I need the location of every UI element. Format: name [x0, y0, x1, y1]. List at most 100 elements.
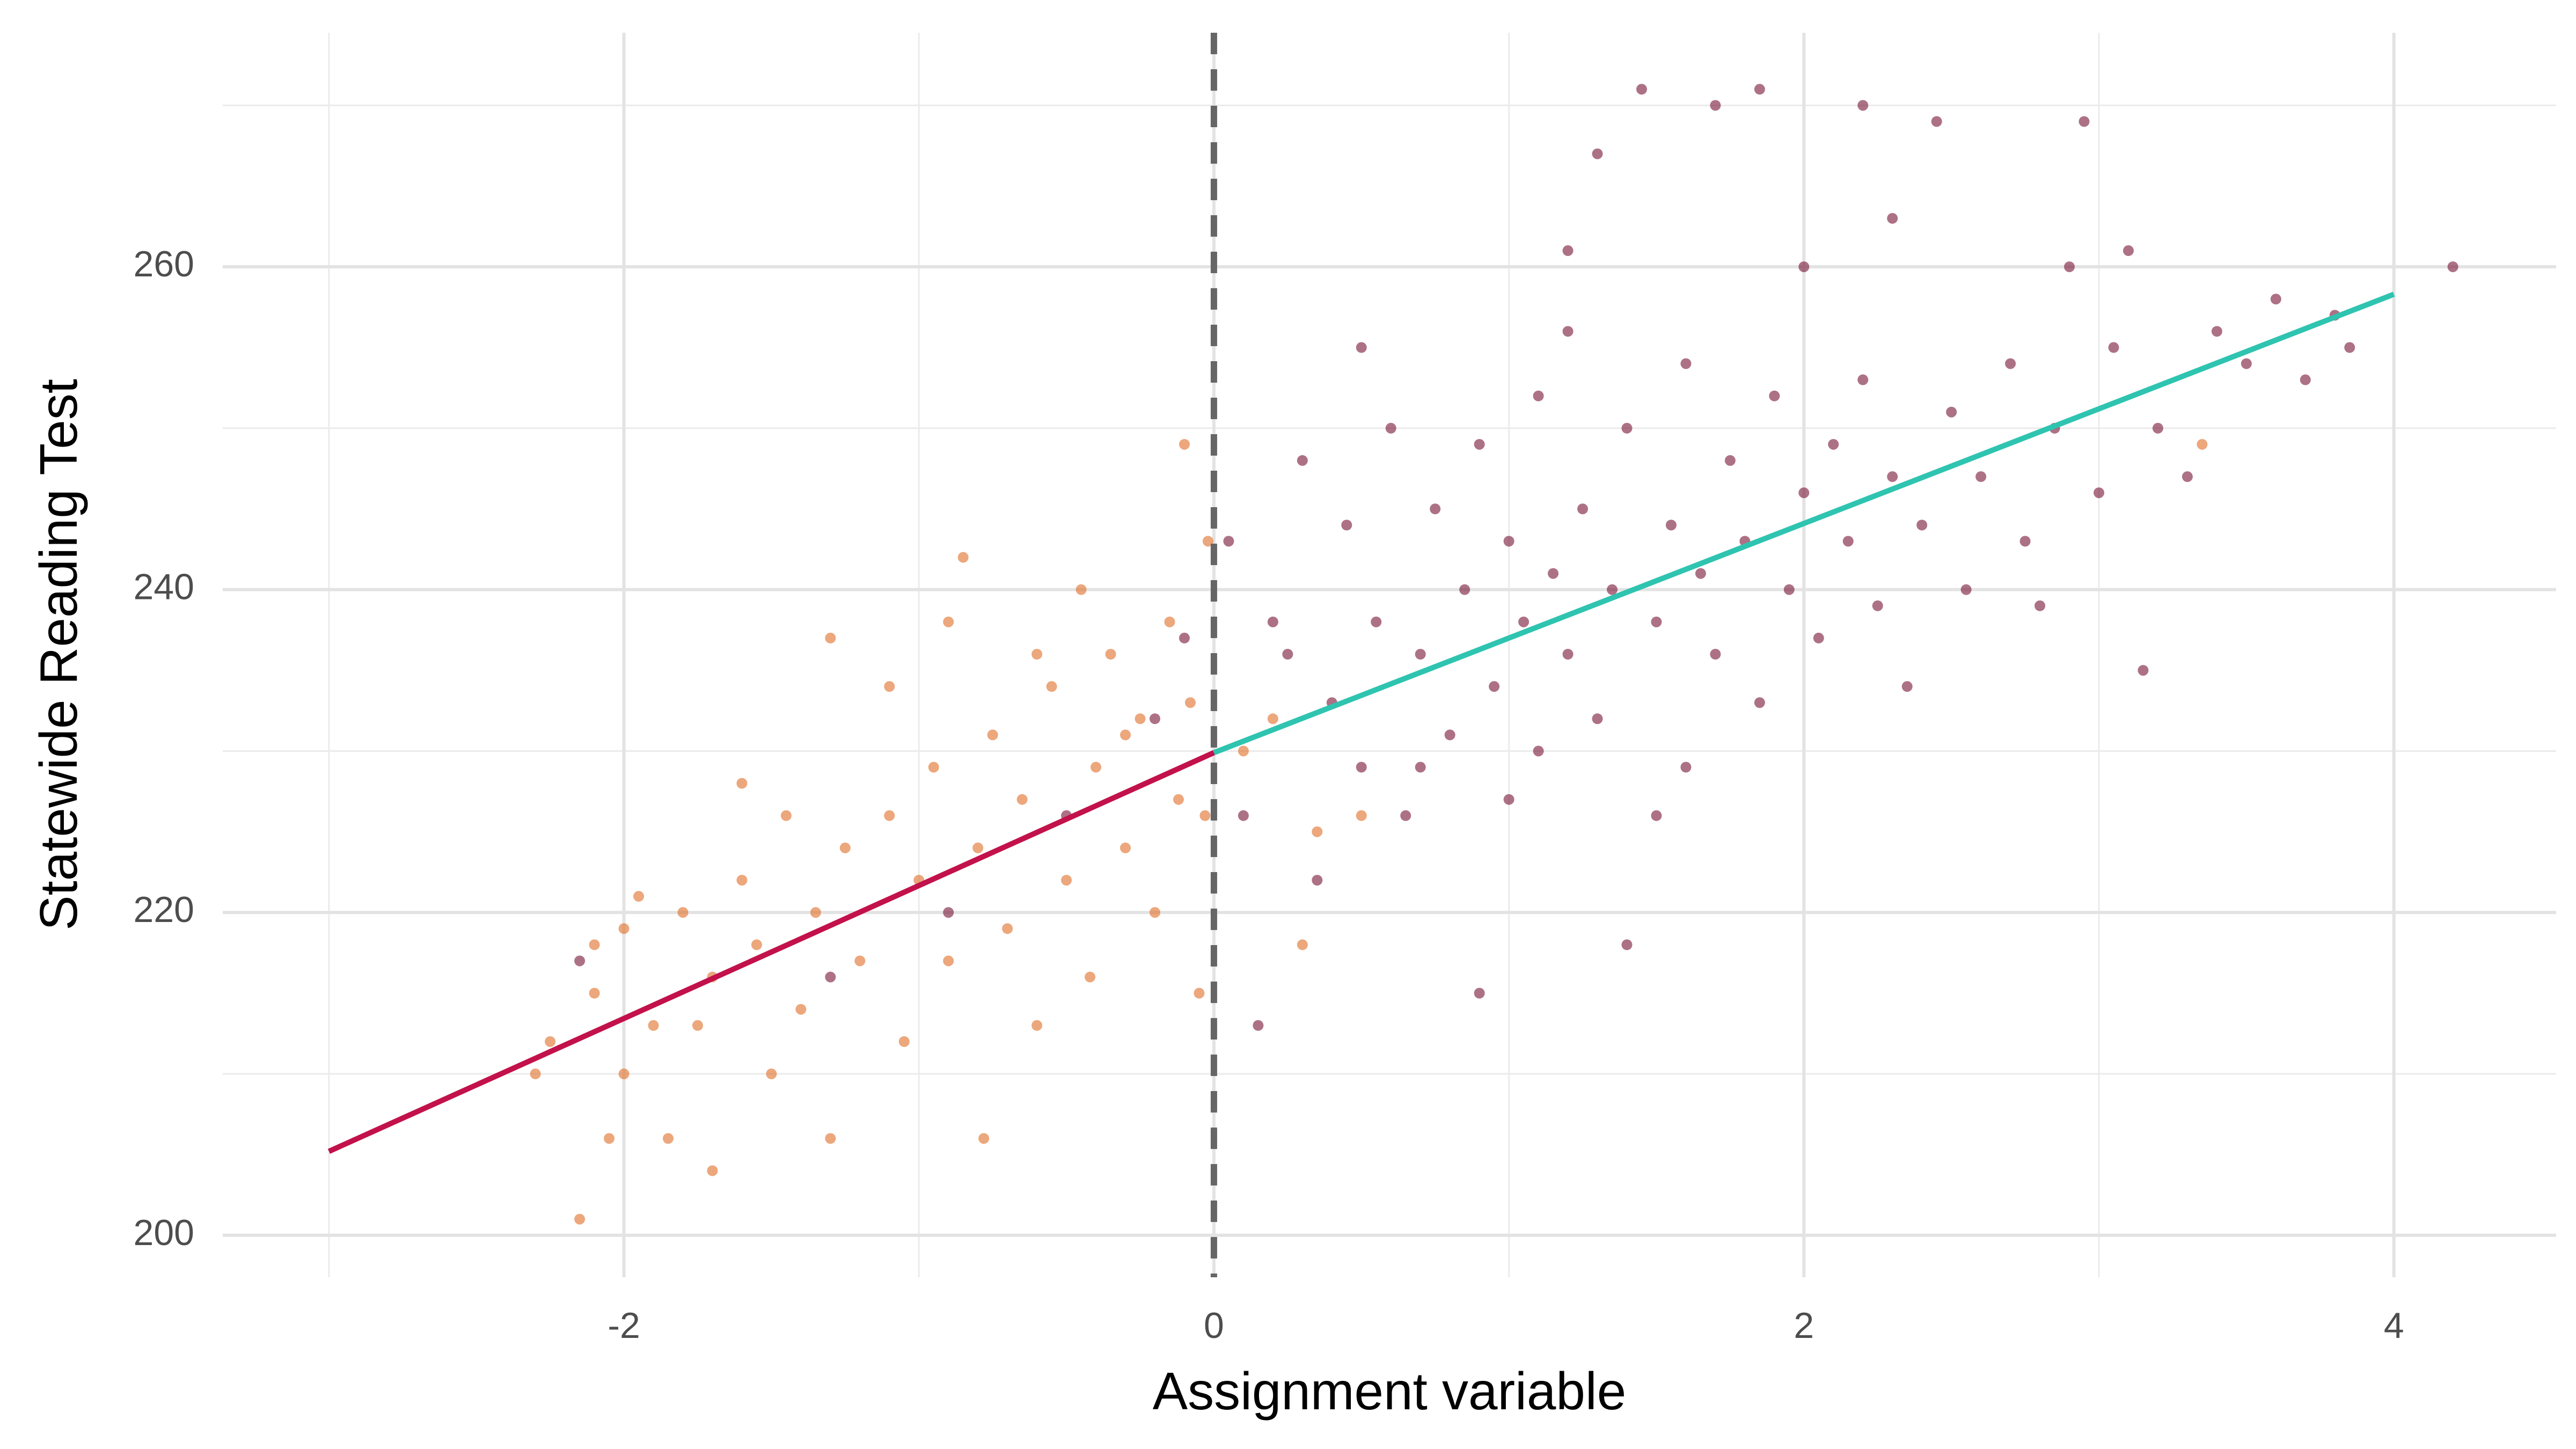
point [1680, 358, 1692, 369]
point [1356, 342, 1367, 353]
point [2035, 600, 2046, 611]
point [1548, 568, 1559, 579]
point [1415, 762, 1426, 773]
point [957, 552, 969, 563]
point [1518, 616, 1529, 627]
point [1533, 745, 1544, 757]
y-axis-title: Statewide Reading Test [29, 379, 88, 931]
point [2093, 487, 2104, 499]
point [1356, 762, 1367, 773]
point [1680, 762, 1692, 773]
point [825, 1133, 836, 1144]
point [1503, 794, 1514, 805]
point [2005, 358, 2016, 369]
point [1120, 729, 1131, 741]
point [2300, 374, 2311, 385]
point [1297, 939, 1308, 950]
point [2241, 358, 2252, 369]
point [1297, 455, 1308, 466]
point [1592, 148, 1603, 159]
point [1887, 213, 1898, 224]
point [1960, 584, 1972, 595]
point [1075, 584, 1087, 595]
point [677, 907, 689, 918]
point [1223, 536, 1234, 547]
point [1184, 697, 1196, 708]
point [1798, 261, 1810, 273]
point [530, 1069, 541, 1080]
point [1135, 713, 1146, 724]
point [663, 1133, 674, 1144]
point [1503, 536, 1514, 547]
point [839, 842, 851, 853]
point [1592, 713, 1603, 724]
point [1173, 794, 1184, 805]
point [2079, 116, 2090, 127]
point [2197, 438, 2208, 450]
point [2182, 471, 2193, 482]
point [707, 1165, 718, 1176]
point [1783, 584, 1795, 595]
point [1415, 648, 1426, 660]
point [1444, 729, 1455, 741]
point [1710, 100, 1721, 111]
point [2138, 665, 2149, 676]
point [1356, 810, 1367, 821]
point [1489, 681, 1500, 692]
point [943, 616, 954, 627]
point [1975, 471, 1987, 482]
point [898, 1036, 910, 1047]
point [1710, 648, 1721, 660]
point [1085, 971, 1096, 983]
point [1636, 84, 1647, 95]
point [1016, 794, 1028, 805]
y-tick-label: 260 [134, 244, 194, 284]
point [1282, 648, 1293, 660]
point [1828, 438, 1839, 450]
point [795, 1004, 807, 1015]
point [1754, 84, 1765, 95]
point [1105, 648, 1116, 660]
point [1562, 326, 1574, 337]
point [1931, 116, 1942, 127]
point [2270, 294, 2281, 305]
point [810, 907, 821, 918]
x-tick-label: 4 [2384, 1305, 2404, 1346]
point [1887, 471, 1898, 482]
point [648, 1020, 659, 1031]
point [618, 1069, 630, 1080]
point [1385, 422, 1396, 434]
point [2064, 261, 2075, 273]
point [2019, 536, 2031, 547]
point [1150, 713, 1161, 724]
point [1194, 987, 1205, 999]
point [1091, 762, 1102, 773]
point [1813, 632, 1824, 643]
fit-line [327, 750, 1215, 1154]
x-tick-label: 2 [1794, 1305, 1814, 1346]
point [1872, 600, 1883, 611]
y-tick-label: 200 [134, 1212, 194, 1253]
point [1769, 390, 1780, 401]
x-tick-label: -2 [608, 1305, 640, 1346]
point [1621, 422, 1633, 434]
point [1002, 923, 1013, 934]
point [766, 1069, 777, 1080]
point [1267, 713, 1278, 724]
point [1120, 842, 1131, 853]
point [1562, 648, 1574, 660]
point [978, 1133, 990, 1144]
point [1341, 519, 1352, 531]
overlay [327, 33, 2395, 1277]
point [1651, 616, 1662, 627]
point [1150, 907, 1161, 918]
point [1031, 648, 1043, 660]
point [1901, 681, 1913, 692]
point [1946, 406, 1957, 418]
point [1474, 438, 1485, 450]
point [574, 1213, 586, 1225]
point [1724, 455, 1736, 466]
point [1459, 584, 1470, 595]
y-tick-label: 240 [134, 567, 194, 608]
point [1164, 616, 1175, 627]
